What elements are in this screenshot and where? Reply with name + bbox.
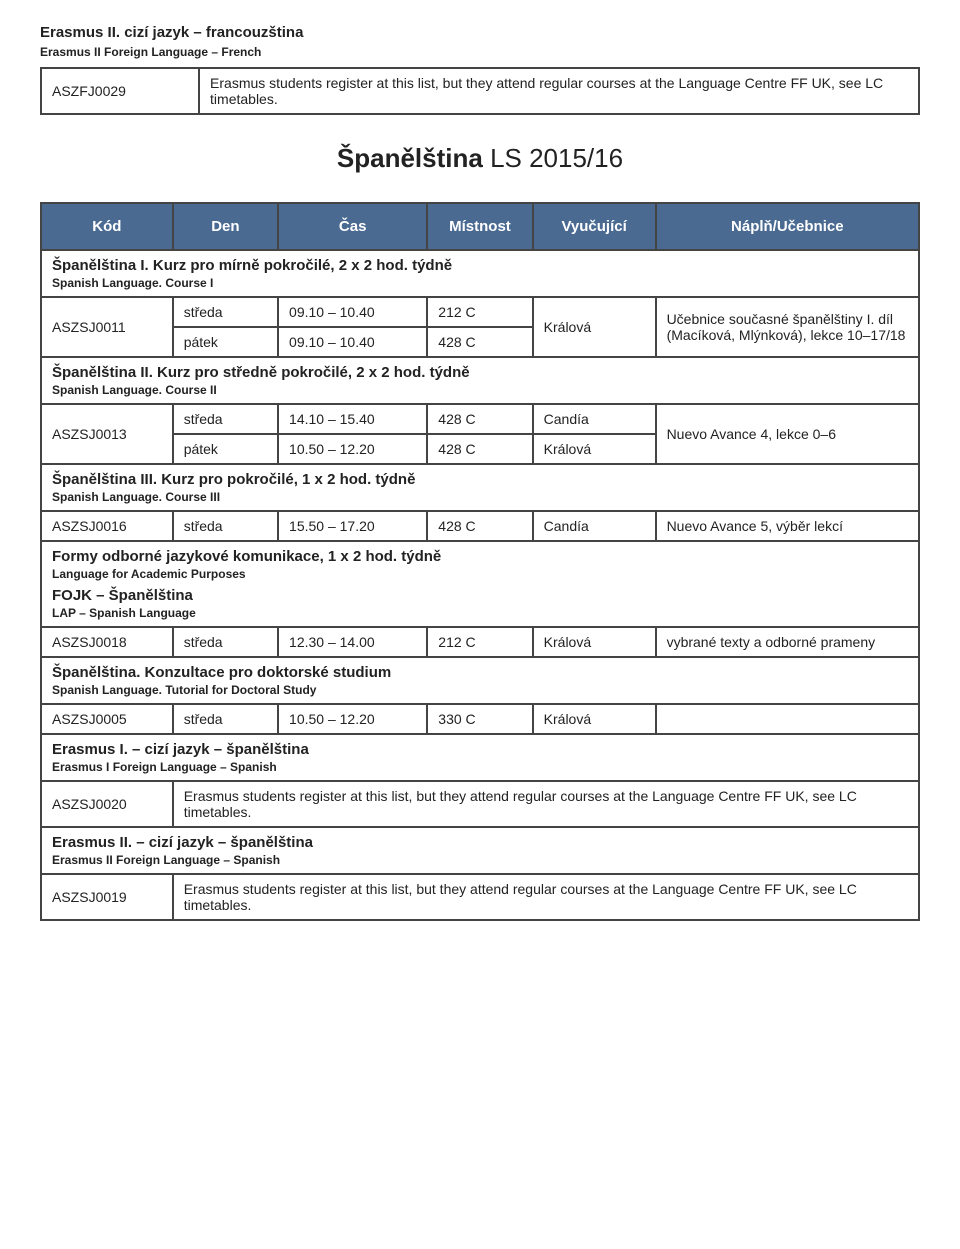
group-title: Španělština II. Kurz pro středně pokroči… (52, 364, 908, 381)
group-title: Španělština. Konzultace pro doktorské st… (52, 664, 908, 681)
table-row: ASZSJ0013 středa 14.10 – 15.40 428 C Can… (41, 404, 919, 434)
group-header: Španělština III. Kurz pro pokročilé, 1 x… (41, 464, 919, 511)
cell-day: středa (173, 627, 278, 657)
cell-book (656, 704, 919, 734)
group-header: Erasmus I. – cizí jazyk – španělština Er… (41, 734, 919, 781)
cell-day: středa (173, 297, 278, 327)
th-room: Místnost (427, 203, 532, 250)
cell-book: Nuevo Avance 5, výběr lekcí (656, 511, 919, 541)
cell-room: 428 C (427, 404, 532, 434)
cell-time: 14.10 – 15.40 (278, 404, 427, 434)
table-row: ASZSJ0011 středa 09.10 – 10.40 212 C Krá… (41, 297, 919, 327)
cell-desc: Erasmus students register at this list, … (173, 874, 919, 920)
cell-day: středa (173, 511, 278, 541)
group-sub: Spanish Language. Tutorial for Doctoral … (52, 683, 908, 697)
group-sub: Spanish Language. Course II (52, 383, 908, 397)
cell-time: 09.10 – 10.40 (278, 297, 427, 327)
group-title: Erasmus II. – cizí jazyk – španělština (52, 834, 908, 851)
cell-teacher: Candía (533, 404, 656, 434)
group-title: Španělština III. Kurz pro pokročilé, 1 x… (52, 471, 908, 488)
intro-desc: Erasmus students register at this list, … (199, 68, 919, 114)
cell-room: 428 C (427, 327, 532, 357)
group-header: Španělština I. Kurz pro mírně pokročilé,… (41, 250, 919, 297)
group-sub-2: LAP – Spanish Language (52, 606, 908, 620)
cell-time: 10.50 – 12.20 (278, 434, 427, 464)
cell-room: 212 C (427, 297, 532, 327)
group-header: Španělština II. Kurz pro středně pokroči… (41, 357, 919, 404)
schedule-table: Kód Den Čas Místnost Vyučující Náplň/Uče… (40, 202, 920, 921)
group-title: Formy odborné jazykové komunikace, 1 x 2… (52, 548, 908, 565)
cell-time: 09.10 – 10.40 (278, 327, 427, 357)
th-day: Den (173, 203, 278, 250)
cell-teacher: Králová (533, 297, 656, 357)
intro-table: ASZFJ0029 Erasmus students register at t… (40, 67, 920, 115)
cell-code: ASZSJ0013 (41, 404, 173, 464)
table-row: ASZSJ0016 středa 15.50 – 17.20 428 C Can… (41, 511, 919, 541)
cell-teacher: Králová (533, 434, 656, 464)
cell-code: ASZSJ0005 (41, 704, 173, 734)
cell-book: Nuevo Avance 4, lekce 0–6 (656, 404, 919, 464)
page-heading: Španělština LS 2015/16 (40, 143, 920, 174)
cell-code: ASZSJ0020 (41, 781, 173, 827)
cell-desc: Erasmus students register at this list, … (173, 781, 919, 827)
intro-subtitle: Erasmus II Foreign Language – French (40, 45, 920, 59)
cell-time: 10.50 – 12.20 (278, 704, 427, 734)
group-title-2: FOJK – Španělština (52, 587, 908, 604)
cell-time: 12.30 – 14.00 (278, 627, 427, 657)
cell-day: středa (173, 404, 278, 434)
cell-room: 212 C (427, 627, 532, 657)
group-title: Erasmus I. – cizí jazyk – španělština (52, 741, 908, 758)
heading-prefix: Španělština (337, 143, 483, 173)
table-row: ASZSJ0005 středa 10.50 – 12.20 330 C Krá… (41, 704, 919, 734)
cell-code: ASZSJ0011 (41, 297, 173, 357)
group-sub: Spanish Language. Course III (52, 490, 908, 504)
cell-day: pátek (173, 327, 278, 357)
cell-day: středa (173, 704, 278, 734)
group-sub: Language for Academic Purposes (52, 567, 908, 581)
cell-room: 428 C (427, 434, 532, 464)
cell-room: 428 C (427, 511, 532, 541)
group-header: Erasmus II. – cizí jazyk – španělština E… (41, 827, 919, 874)
cell-book: Učebnice současné španělštiny I. díl (Ma… (656, 297, 919, 357)
intro-title: Erasmus II. cizí jazyk – francouzština (40, 24, 920, 41)
cell-teacher: Candía (533, 511, 656, 541)
group-sub: Erasmus I Foreign Language – Spanish (52, 760, 908, 774)
table-row: ASZSJ0018 středa 12.30 – 14.00 212 C Krá… (41, 627, 919, 657)
group-header: Španělština. Konzultace pro doktorské st… (41, 657, 919, 704)
th-time: Čas (278, 203, 427, 250)
th-code: Kód (41, 203, 173, 250)
header-row: Kód Den Čas Místnost Vyučující Náplň/Uče… (41, 203, 919, 250)
group-sub: Erasmus II Foreign Language – Spanish (52, 853, 908, 867)
group-sub: Spanish Language. Course I (52, 276, 908, 290)
group-title: Španělština I. Kurz pro mírně pokročilé,… (52, 257, 908, 274)
intro-code: ASZFJ0029 (41, 68, 199, 114)
cell-day: pátek (173, 434, 278, 464)
cell-code: ASZSJ0019 (41, 874, 173, 920)
cell-room: 330 C (427, 704, 532, 734)
cell-time: 15.50 – 17.20 (278, 511, 427, 541)
cell-code: ASZSJ0016 (41, 511, 173, 541)
table-row: ASZSJ0020 Erasmus students register at t… (41, 781, 919, 827)
cell-teacher: Králová (533, 627, 656, 657)
group-header: Formy odborné jazykové komunikace, 1 x 2… (41, 541, 919, 627)
cell-book: vybrané texty a odborné prameny (656, 627, 919, 657)
th-teacher: Vyučující (533, 203, 656, 250)
table-row: ASZSJ0019 Erasmus students register at t… (41, 874, 919, 920)
cell-teacher: Králová (533, 704, 656, 734)
cell-code: ASZSJ0018 (41, 627, 173, 657)
th-book: Náplň/Učebnice (656, 203, 919, 250)
heading-suffix: LS 2015/16 (483, 143, 623, 173)
